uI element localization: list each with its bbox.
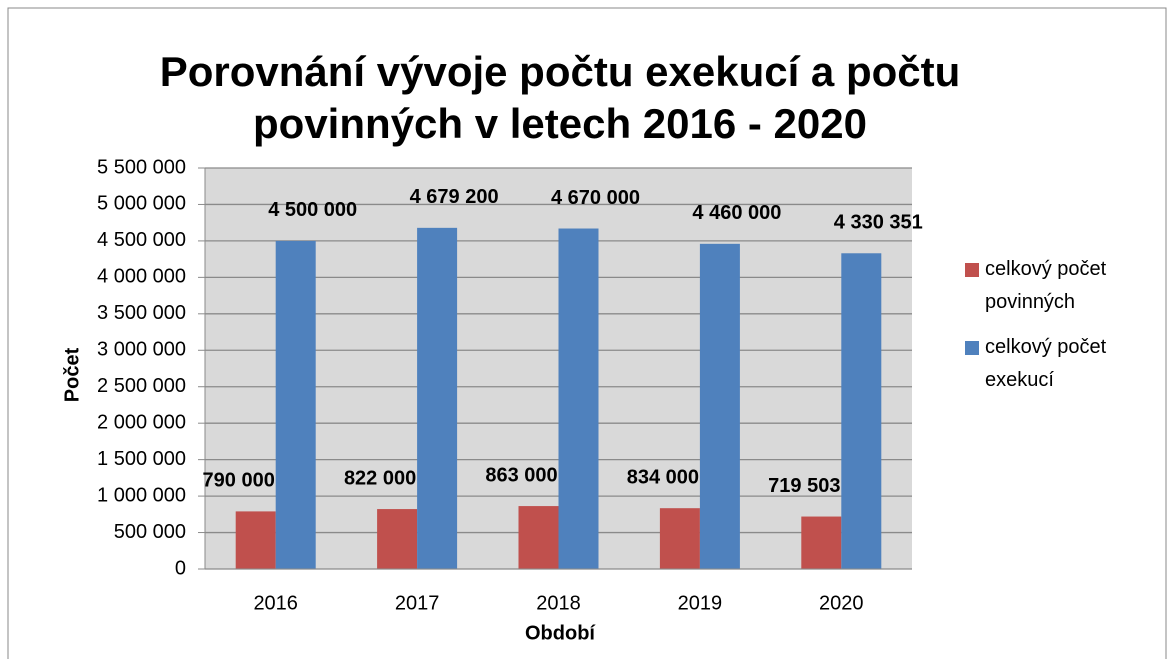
bar — [558, 228, 599, 570]
legend: celkový počet povinných celkový počet exe… — [965, 253, 1115, 409]
bar — [235, 511, 276, 569]
y-tick-label: 2 500 000 — [97, 375, 186, 397]
y-tick-label: 3 500 000 — [97, 302, 186, 324]
x-tick-label: 2020 — [819, 592, 864, 614]
data-label: 834 000 — [627, 466, 699, 488]
legend-label: celkový počet exekucí — [985, 336, 1107, 391]
y-tick-label: 3 000 000 — [97, 339, 186, 361]
bar — [417, 227, 458, 569]
data-label: 719 503 — [768, 475, 840, 497]
y-tick-label: 5 500 000 — [97, 156, 186, 178]
y-tick-label: 0 — [175, 557, 186, 579]
y-tick-label: 2 000 000 — [97, 411, 186, 433]
y-tick-label: 500 000 — [114, 521, 186, 543]
y-tick-label: 4 000 000 — [97, 266, 186, 288]
bar — [801, 516, 842, 569]
data-label: 822 000 — [344, 467, 416, 489]
bar — [699, 243, 740, 570]
x-tick-label: 2019 — [678, 592, 723, 614]
y-tick-label: 1 500 000 — [97, 448, 186, 470]
bar — [518, 506, 559, 569]
x-axis-label: Období — [525, 622, 596, 644]
data-label: 790 000 — [203, 470, 275, 492]
bar — [275, 240, 316, 569]
bar — [659, 508, 700, 569]
legend-item: celkový počet povinných — [965, 253, 1115, 319]
x-tick-label: 2017 — [395, 592, 440, 614]
legend-label: celkový počet povinných — [985, 258, 1107, 313]
x-tick-label: 2016 — [253, 592, 298, 614]
legend-item: celkový počet exekucí — [965, 331, 1115, 397]
data-label: 4 679 200 — [410, 186, 499, 208]
data-label: 4 500 000 — [268, 199, 357, 221]
chart-title: Porovnání vývoje počtu exekucí a počtu po… — [160, 48, 961, 147]
bar — [841, 253, 882, 569]
y-axis-label: Počet — [61, 347, 83, 402]
data-label: 4 670 000 — [551, 187, 640, 209]
bar — [377, 509, 418, 569]
data-label: 4 330 351 — [834, 212, 923, 234]
y-tick-label: 1 000 000 — [97, 484, 186, 506]
data-label: 863 000 — [485, 464, 557, 486]
y-tick-label: 4 500 000 — [97, 229, 186, 251]
data-label: 4 460 000 — [692, 202, 781, 224]
legend-swatch — [965, 341, 979, 355]
y-tick-label: 5 000 000 — [97, 193, 186, 215]
x-tick-label: 2018 — [536, 592, 581, 614]
legend-swatch — [965, 263, 979, 277]
